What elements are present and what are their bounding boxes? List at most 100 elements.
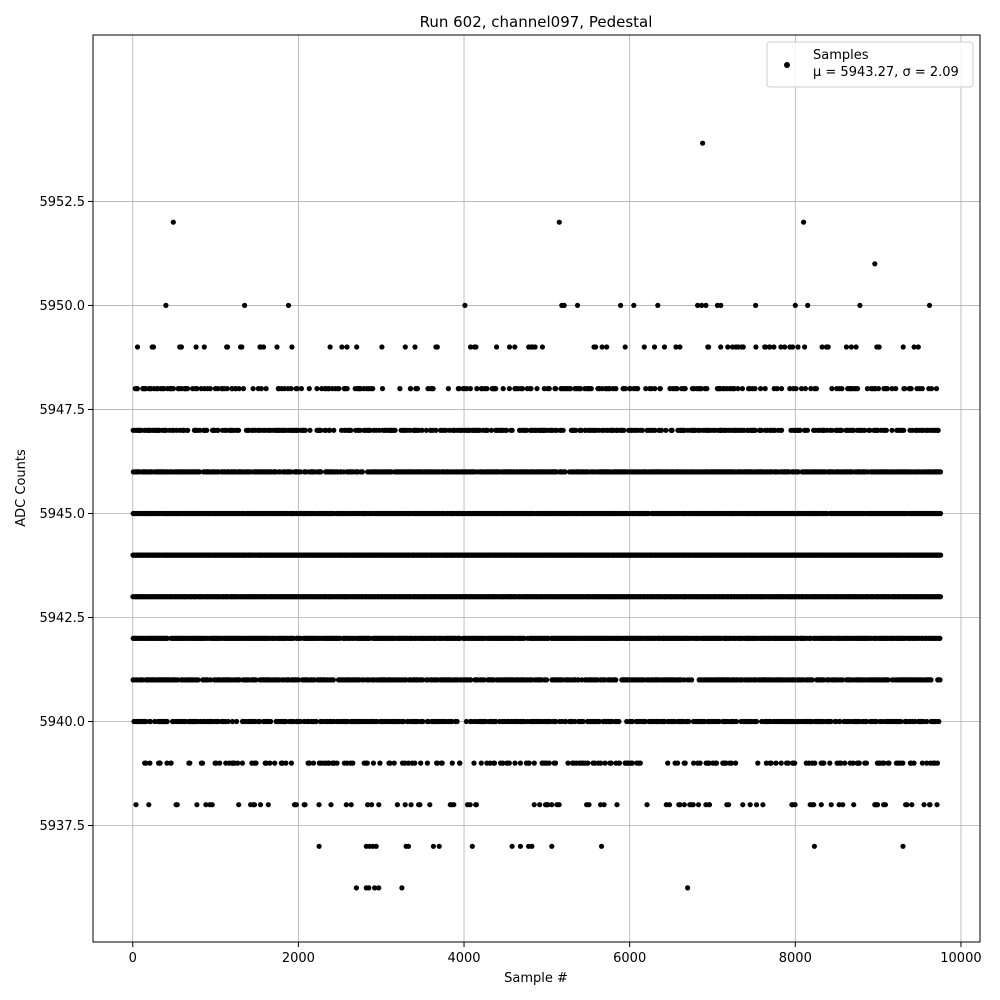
data-point (572, 718, 578, 725)
data-point (726, 802, 732, 808)
data-point (531, 802, 537, 808)
data-point (307, 760, 313, 766)
data-point (733, 760, 739, 766)
data-point (369, 802, 375, 808)
data-point (544, 677, 550, 683)
data-point (881, 760, 887, 766)
data-point (856, 760, 862, 766)
data-point (842, 760, 848, 766)
data-point (937, 677, 943, 683)
data-point (500, 760, 506, 766)
data-point (919, 760, 926, 766)
data-point (412, 760, 418, 766)
data-point (778, 760, 784, 766)
data-point (439, 760, 445, 766)
data-point (928, 677, 934, 683)
data-point (580, 718, 586, 725)
data-point (512, 760, 518, 766)
data-point (471, 760, 477, 766)
data-point (850, 760, 856, 766)
data-point (629, 760, 635, 766)
data-point (886, 760, 892, 766)
data-point (229, 718, 236, 725)
data-point (334, 760, 340, 766)
data-point (821, 760, 827, 766)
data-point (785, 760, 791, 766)
data-point (147, 718, 154, 725)
grid (93, 35, 980, 942)
data-point (288, 760, 294, 766)
data-point (596, 718, 603, 725)
data-point (921, 802, 927, 808)
data-point (740, 802, 746, 808)
data-point (251, 802, 258, 808)
data-point (934, 760, 941, 766)
data-point (666, 802, 673, 808)
data-point (644, 802, 650, 808)
data-point (265, 802, 271, 808)
data-point (478, 760, 484, 766)
data-point (473, 802, 479, 808)
data-point (405, 760, 411, 766)
data-point (359, 469, 365, 475)
data-point (811, 802, 817, 808)
data-point (164, 635, 170, 641)
data-point (873, 718, 880, 725)
data-point (235, 760, 241, 766)
data-point (681, 677, 687, 683)
data-point (575, 677, 581, 683)
data-point (809, 677, 815, 683)
data-point (545, 802, 551, 808)
data-point (302, 802, 308, 808)
chart-title: Run 602, channel097, Pedestal (420, 13, 653, 31)
data-point (146, 802, 152, 808)
data-point (601, 802, 607, 808)
data-point (225, 718, 231, 725)
data-point (838, 760, 844, 766)
data-point (267, 760, 273, 766)
data-point (454, 718, 460, 725)
data-point (755, 760, 761, 766)
data-point (828, 802, 834, 808)
data-point (691, 760, 697, 766)
data-point (563, 718, 569, 725)
data-point (773, 760, 779, 766)
data-point (904, 802, 910, 808)
data-point (924, 760, 930, 766)
data-point (174, 802, 180, 808)
data-point (792, 760, 798, 766)
data-point (874, 802, 881, 808)
data-point (195, 677, 201, 683)
data-point (493, 718, 499, 725)
data-point (328, 802, 334, 808)
data-point (318, 469, 324, 475)
data-point (272, 760, 278, 766)
data-point (697, 760, 703, 766)
data-point (283, 760, 289, 766)
data-point (451, 802, 457, 808)
data-point (408, 802, 414, 808)
data-point (370, 760, 376, 766)
data-point (602, 760, 608, 766)
data-point (689, 677, 695, 683)
data-point (401, 718, 407, 725)
data-point (419, 677, 426, 683)
data-point (506, 760, 512, 766)
data-point (753, 718, 760, 725)
data-point (253, 677, 259, 683)
data-point (434, 760, 440, 766)
data-point (350, 760, 356, 766)
data-point (598, 760, 604, 766)
data-point (938, 552, 944, 558)
data-point (402, 802, 408, 808)
data-point (677, 802, 683, 808)
data-point (377, 760, 383, 766)
data-point (629, 718, 636, 725)
data-point (296, 677, 302, 683)
data-point (387, 760, 393, 766)
data-point (753, 802, 760, 808)
data-point (549, 802, 555, 808)
data-point (565, 760, 571, 766)
data-point (208, 677, 214, 683)
